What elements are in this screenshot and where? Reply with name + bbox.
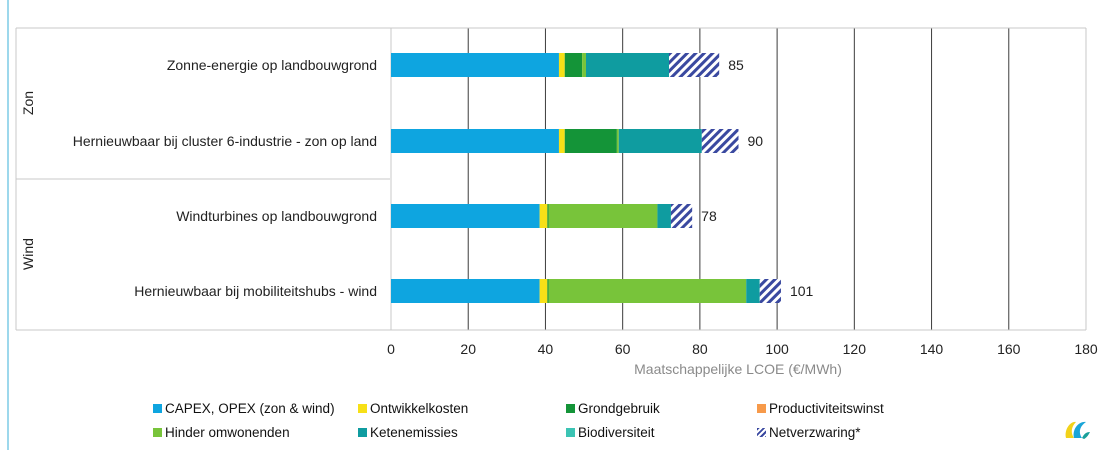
bar-segment bbox=[616, 129, 619, 153]
legend-swatch bbox=[757, 428, 766, 437]
category-label: Zonne-energie op landbouwgrond bbox=[167, 57, 377, 73]
bar-segment bbox=[391, 279, 540, 303]
legend-item: Grondgebruik bbox=[566, 401, 660, 416]
legend-label: Grondgebruik bbox=[578, 401, 660, 416]
bar-segment bbox=[391, 204, 540, 228]
legend-swatch bbox=[566, 404, 575, 413]
bar-segment bbox=[670, 204, 693, 228]
category-label: Hernieuwbaar bij cluster 6-industrie - z… bbox=[73, 133, 377, 149]
x-tick-label: 100 bbox=[765, 341, 789, 357]
x-tick-label: 40 bbox=[538, 341, 554, 357]
bar-segment bbox=[547, 279, 549, 303]
bar-segment bbox=[547, 204, 549, 228]
legend-label: Ketenemissies bbox=[370, 425, 458, 440]
x-axis-title: Maatschappelijke LCOE (€/MWh) bbox=[634, 361, 842, 377]
legend-label: CAPEX, OPEX (zon & wind) bbox=[165, 401, 335, 416]
legend-label: Netverzwaring* bbox=[769, 425, 861, 440]
x-tick-label: 80 bbox=[692, 341, 708, 357]
bar-segment bbox=[391, 129, 559, 153]
legend-item: Ontwikkelkosten bbox=[358, 401, 468, 416]
legend-swatch bbox=[757, 404, 766, 413]
legend-label: Ontwikkelkosten bbox=[370, 401, 469, 416]
legend-swatch bbox=[153, 428, 162, 437]
category-label: Windturbines op landbouwgrond bbox=[176, 208, 377, 224]
legend-swatch bbox=[358, 428, 367, 437]
bar-segment bbox=[548, 204, 658, 228]
total-label: 78 bbox=[701, 208, 717, 224]
legend-item: Hinder omwonenden bbox=[153, 425, 290, 440]
bar-segment bbox=[657, 204, 671, 228]
x-tick-label: 180 bbox=[1074, 341, 1098, 357]
x-tick-label: 160 bbox=[997, 341, 1021, 357]
bar-segment bbox=[668, 53, 720, 77]
category-label: Hernieuwbaar bij mobiliteitshubs - wind bbox=[134, 283, 377, 299]
group-label: Wind bbox=[20, 238, 36, 270]
legend-item: CAPEX, OPEX (zon & wind) bbox=[153, 401, 335, 416]
legend-item: Netverzwaring* bbox=[757, 425, 861, 440]
bar-segment bbox=[548, 279, 747, 303]
bar-segment bbox=[585, 53, 669, 77]
x-tick-label: 20 bbox=[460, 341, 476, 357]
bar-segment bbox=[539, 279, 548, 303]
total-label: 85 bbox=[728, 57, 744, 73]
bar-segment bbox=[759, 279, 781, 303]
legend-label: Productiviteitswinst bbox=[769, 401, 884, 416]
bar-segment bbox=[746, 279, 760, 303]
x-tick-label: 0 bbox=[387, 341, 395, 357]
total-label: 101 bbox=[790, 283, 814, 299]
bar-segment bbox=[558, 53, 565, 77]
legend-swatch bbox=[566, 428, 575, 437]
bar-segment bbox=[564, 53, 583, 77]
bar-segment bbox=[701, 129, 739, 153]
legend-swatch bbox=[153, 404, 162, 413]
x-tick-label: 120 bbox=[843, 341, 867, 357]
legend-label: Biodiversiteit bbox=[578, 425, 655, 440]
bar-segment bbox=[539, 204, 548, 228]
legend-label: Hinder omwonenden bbox=[165, 425, 290, 440]
bar-segment bbox=[564, 129, 617, 153]
total-label: 90 bbox=[747, 133, 763, 149]
bar-segment bbox=[558, 129, 565, 153]
legend-item: Productiviteitswinst bbox=[757, 401, 884, 416]
bar-segment bbox=[391, 53, 559, 77]
legend-item: Ketenemissies bbox=[358, 425, 458, 440]
bar-segment bbox=[618, 129, 702, 153]
bar-segment bbox=[582, 53, 586, 77]
legend: CAPEX, OPEX (zon & wind) Ontwikkelkosten G… bbox=[0, 398, 1104, 450]
brand-logo-icon bbox=[1065, 421, 1090, 439]
x-tick-label: 60 bbox=[615, 341, 631, 357]
group-label: Zon bbox=[20, 91, 36, 115]
x-tick-label: 140 bbox=[920, 341, 944, 357]
legend-swatch bbox=[358, 404, 367, 413]
legend-item: Biodiversiteit bbox=[566, 425, 655, 440]
